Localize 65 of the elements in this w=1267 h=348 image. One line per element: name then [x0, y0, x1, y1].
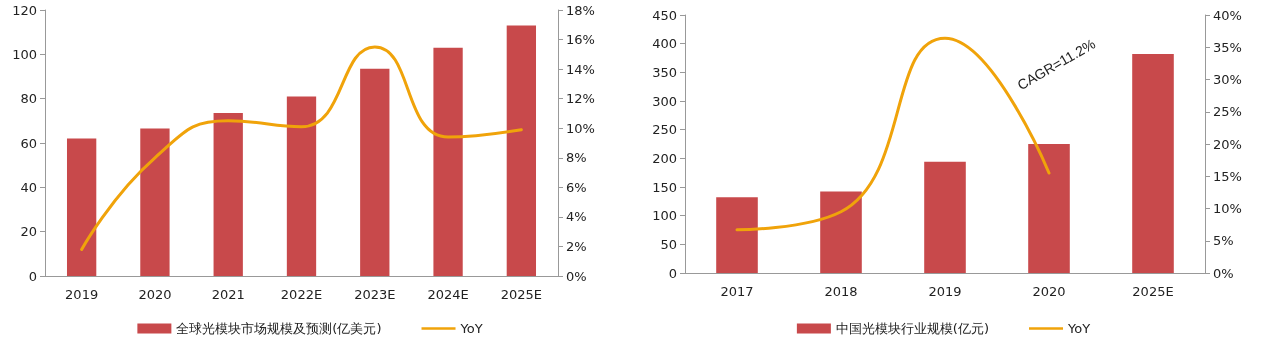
bar — [433, 47, 463, 276]
legend-label: 全球光模块市场规模及预测(亿美元) — [176, 321, 382, 336]
y-tick-label: 200 — [652, 150, 677, 166]
bar — [924, 161, 966, 273]
y-tick-label: 150 — [652, 179, 677, 195]
bar — [506, 25, 537, 276]
y2-tick-label: 4% — [566, 209, 587, 225]
bar — [716, 197, 758, 273]
bar — [66, 138, 97, 276]
y2-tick-label: 25% — [1213, 104, 1242, 120]
bar — [213, 113, 243, 276]
y-tick-label: 450 — [652, 7, 677, 23]
y2-tick-label: 8% — [566, 150, 587, 166]
y2-tick-label: 14% — [566, 61, 595, 77]
y-tick-label: 60 — [20, 135, 37, 151]
x-tick-label: 2018 — [824, 284, 858, 299]
y2-tick-label: 35% — [1213, 39, 1242, 55]
legend-label: 中国光模块行业规模(亿元) — [835, 321, 990, 336]
bar — [360, 68, 390, 276]
y2-tick-label: 2% — [566, 238, 587, 254]
x-tick-label: 2021 — [211, 287, 245, 302]
y2-tick-label: 18% — [566, 2, 595, 18]
x-tick-label: 2020 — [1032, 284, 1066, 299]
x-tick-label: 2020 — [138, 287, 172, 302]
y-tick-label: 0 — [668, 265, 677, 281]
y-tick-label: 400 — [652, 36, 677, 52]
y2-tick-label: 40% — [1213, 7, 1242, 23]
y2-tick-label: 0% — [1213, 265, 1234, 281]
y2-tick-label: 20% — [1213, 136, 1242, 152]
x-tick-label: 2023E — [354, 287, 396, 302]
bar — [1132, 53, 1174, 273]
y-tick-label: 40 — [20, 179, 37, 195]
y-tick-label: 80 — [20, 91, 37, 107]
x-tick-label: 2019 — [65, 287, 99, 302]
bar — [286, 96, 317, 276]
y-tick-label: 300 — [652, 93, 677, 109]
line-series — [80, 45, 523, 251]
x-tick-label: 2017 — [720, 284, 754, 299]
y-tick-label: 0 — [28, 268, 37, 284]
y-tick-label: 100 — [652, 208, 677, 224]
y2-tick-label: 6% — [566, 179, 587, 195]
x-tick-label: 2022E — [280, 287, 323, 302]
y2-tick-label: 0% — [566, 268, 587, 284]
y-tick-label: 20 — [20, 224, 37, 240]
x-tick-label: 2025E — [1132, 284, 1174, 299]
y2-tick-label: 16% — [566, 32, 595, 48]
y2-tick-label: 5% — [1213, 233, 1234, 249]
y2-tick-label: 10% — [566, 120, 595, 136]
bar — [820, 191, 862, 273]
legend-label: YoY — [1067, 321, 1091, 336]
y-tick-label: 50 — [660, 236, 677, 252]
x-tick-label: 2024E — [427, 287, 469, 302]
y2-tick-label: 30% — [1213, 72, 1242, 87]
y-tick-label: 120 — [12, 2, 37, 18]
y-tick-label: 100 — [12, 46, 37, 62]
legend-label: YoY — [459, 321, 483, 336]
y-tick-label: 350 — [652, 64, 677, 80]
bar — [140, 128, 170, 276]
bar — [1028, 144, 1070, 273]
y2-tick-label: 15% — [1213, 168, 1242, 184]
x-tick-label: 2019 — [928, 284, 962, 299]
x-tick-label: 2025E — [500, 287, 543, 302]
y2-tick-label: 10% — [1213, 201, 1242, 216]
y2-tick-label: 12% — [566, 91, 595, 107]
y-tick-label: 250 — [652, 122, 677, 138]
